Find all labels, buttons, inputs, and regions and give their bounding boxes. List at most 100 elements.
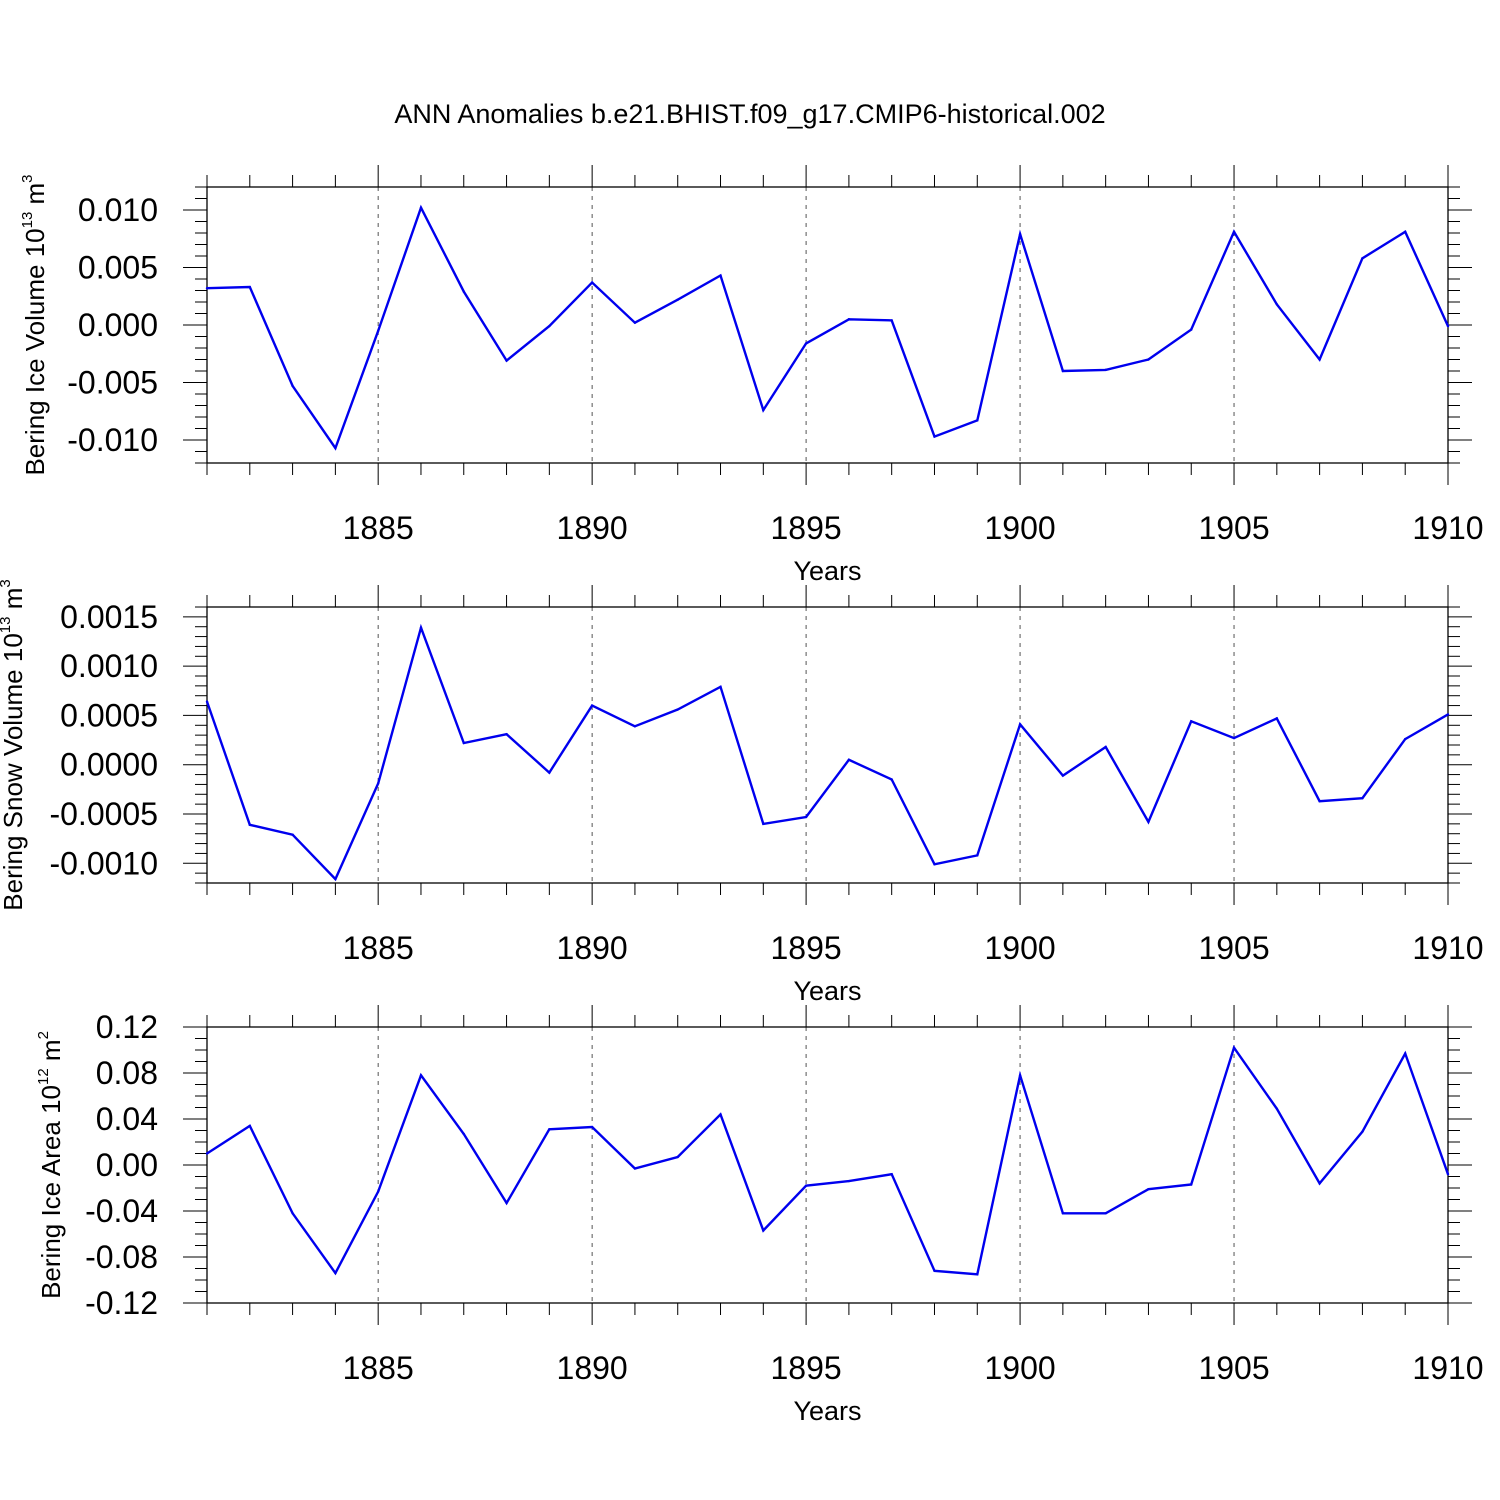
data-point [890, 778, 893, 781]
data-point [676, 708, 679, 711]
y-tick-label: -0.010 [67, 422, 158, 458]
data-point [505, 732, 508, 736]
data-point [1361, 257, 1364, 260]
data-point [890, 1173, 893, 1176]
x-axis-label: Years [793, 1396, 861, 1426]
x-tick-label: 1895 [771, 510, 842, 546]
data-point [1275, 303, 1279, 306]
y-axis-label-unit-exponent: 3 [0, 579, 14, 587]
x-tick-label: 1885 [343, 930, 414, 966]
x-tick-label: 1905 [1198, 1350, 1269, 1386]
data-point [1147, 820, 1150, 824]
data-point [1318, 358, 1321, 361]
data-point [847, 758, 851, 761]
data-point [248, 823, 251, 827]
x-tick-label: 1900 [984, 510, 1055, 546]
y-tick-label: -0.04 [85, 1193, 158, 1229]
data-point [205, 700, 209, 703]
data-point [1361, 1130, 1364, 1133]
y-tick-label: -0.0010 [49, 845, 158, 881]
data-point [505, 1201, 508, 1205]
data-point [976, 854, 979, 857]
data-point [933, 1269, 936, 1273]
data-point [462, 741, 465, 745]
y-tick-label: -0.12 [85, 1285, 158, 1321]
data-point [762, 822, 765, 826]
data-point [548, 324, 551, 328]
data-point [1318, 1182, 1321, 1185]
panel-1: 1885 1890 1895 1900 1905 1910 Years -0.010 -0.00… [19, 165, 1484, 586]
y-axis-label-unit-exponent: 2 [35, 1031, 52, 1039]
data-point [1232, 1046, 1236, 1049]
y-tick-label: -0.08 [85, 1239, 158, 1275]
data-point [1446, 713, 1450, 716]
y-tick-label: 0.08 [96, 1055, 158, 1091]
data-point [462, 290, 465, 293]
data-point [1061, 1212, 1065, 1215]
data-point [248, 1124, 251, 1128]
data-point [804, 1184, 808, 1187]
y-tick-label: 0.12 [96, 1009, 158, 1045]
data-point [376, 329, 380, 332]
data-point [847, 318, 851, 321]
x-tick-label: 1885 [343, 1350, 414, 1386]
data-point [590, 281, 594, 284]
y-axis-label-exponent: 13 [0, 617, 14, 634]
data-point [205, 1152, 209, 1155]
data-point [1104, 745, 1107, 749]
data-point [419, 1074, 423, 1077]
data-point [762, 408, 765, 412]
data-point [762, 1229, 765, 1232]
data-point [933, 435, 936, 438]
y-tick-label: 0.0000 [60, 747, 158, 783]
data-point [719, 1113, 722, 1116]
x-tick-label: 1890 [557, 510, 628, 546]
data-point [633, 321, 637, 324]
y-tick-label: -0.005 [67, 365, 158, 401]
y-axis-label: Bering Ice Volume 1013 m3 [19, 174, 50, 475]
data-point [933, 863, 936, 866]
x-tick-label: 1890 [557, 930, 628, 966]
x-tick-label: 1905 [1198, 510, 1269, 546]
data-point [1232, 736, 1236, 740]
data-point [1404, 737, 1407, 741]
data-point [462, 1132, 465, 1136]
y-tick-label: 0.0010 [60, 648, 158, 684]
x-axis-label: Years [793, 976, 861, 1006]
data-point [548, 1128, 551, 1131]
x-tick-label: 1895 [771, 930, 842, 966]
data-point [334, 877, 337, 881]
y-axis-label-text: Bering Ice Area 10 [36, 1085, 66, 1299]
data-point [976, 1273, 979, 1276]
data-point [1446, 324, 1450, 328]
panel-3: 1885 1890 1895 1900 1905 1910 Years -0.12 -0.08 -… [35, 1005, 1484, 1426]
data-point [676, 1155, 679, 1159]
data-point [847, 1179, 851, 1183]
data-point [505, 359, 508, 362]
x-axis-label: Years [793, 556, 861, 586]
chart-panels: 1885 1890 1895 1900 1905 1910 Years -0.010 -0.00… [0, 165, 1484, 1426]
y-axis-label-exponent: 13 [19, 212, 36, 229]
y-tick-label: 0.010 [78, 192, 158, 228]
data-point [205, 287, 209, 290]
data-point [1275, 717, 1279, 720]
y-tick-label: 0.00 [96, 1147, 158, 1183]
data-point [548, 771, 551, 774]
data-point [1404, 230, 1407, 234]
data-point [248, 285, 251, 289]
y-tick-label: 0.0005 [60, 697, 158, 733]
data-point [633, 725, 637, 728]
y-axis-label-text: Bering Ice Volume 10 [20, 228, 50, 475]
data-point [376, 1190, 380, 1193]
y-axis-label-text: Bering Snow Volume 10 [0, 633, 28, 911]
data-point [1018, 723, 1022, 726]
data-point [633, 1167, 637, 1170]
data-point [590, 704, 594, 707]
series-line [206, 1045, 1450, 1276]
series-line [205, 623, 1449, 882]
data-point [1104, 368, 1107, 372]
y-axis-label: Bering Ice Area 1012 m2 [35, 1031, 66, 1299]
data-point [1104, 1212, 1107, 1215]
data-point [1061, 774, 1065, 777]
